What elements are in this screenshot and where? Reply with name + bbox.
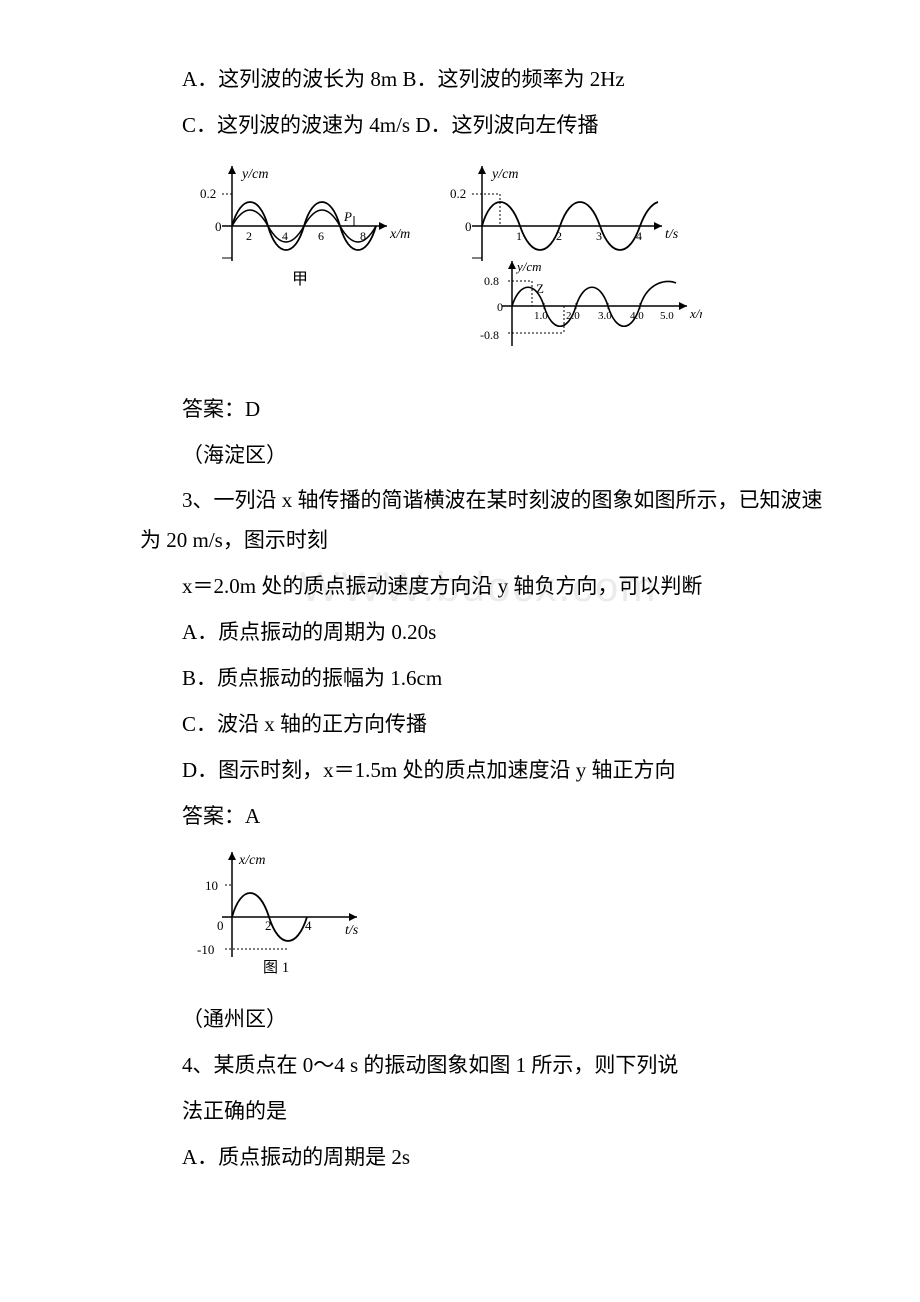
q3-stem2: x＝2.0m 处的质点振动速度方向沿 y 轴负方向，可以判断 [140,567,830,607]
q4-ylabel: x/cm [238,853,265,868]
chart-rb-zero: 0 [497,300,503,314]
q4-stem1: 4、某质点在 0～4 s 的振动图象如图 1 所示，则下列说 [140,1046,830,1086]
chart-left-x3: 6 [318,229,324,243]
q4-ypos: 10 [205,878,218,893]
chart-left-amp: 0.2 [200,186,216,201]
q4-zero: 0 [217,918,224,933]
chart-left-zero: 0 [215,219,222,234]
chart-rb-ylabel: y/cm [515,259,542,274]
q2-option-ab: A．这列波的波长为 8m B．这列波的频率为 2Hz [140,60,830,100]
q3-optd: D．图示时刻，x＝1.5m 处的质点加速度沿 y 轴正方向 [140,751,830,791]
q4-stem2: 法正确的是 [140,1092,830,1132]
chart-left-caption: 甲 [292,271,308,288]
q3-stem1: 3、一列沿 x 轴传播的简谐横波在某时刻波的图象如图所示，已知波速为 20 m/… [140,481,830,561]
q3-answer: 答案：A [140,797,830,837]
q3-optb: B．质点振动的振幅为 1.6cm [140,659,830,699]
chart-left-p: P [343,209,352,224]
q4-opta: A．质点振动的周期是 2s [140,1138,830,1178]
q2-option-cd: C．这列波的波速为 4m/s D．这列波向左传播 [140,106,830,146]
region-haidian: （海淀区） [140,436,830,476]
q4-xlabel: t/s [345,923,359,938]
chart-rt-xlabel: t/s [665,227,679,242]
chart-rb-z: Z [536,281,544,296]
q2-charts: y/cm x/m 0.2 0 2 4 6 8 P 甲 y/cm t/s 0.2 … [182,156,830,380]
chart-rb-ypos: 0.8 [484,274,499,288]
q4-caption: 图 1 [263,959,289,976]
q2-answer: 答案：D [140,390,830,430]
chart-rt-ylabel: y/cm [490,167,518,182]
q3-opta: A．质点振动的周期为 0.20s [140,613,830,653]
region-tongzhou: （通州区） [140,1000,830,1040]
chart-left-xlabel: x/m [389,227,410,242]
chart-rb-x5: 5.0 [660,310,674,322]
q4-chart: x/cm t/s 10 -10 0 2 4 图 1 [182,847,830,991]
q3-optc: C．波沿 x 轴的正方向传播 [140,705,830,745]
q4-yneg: -10 [197,942,214,957]
chart-left-x1: 2 [246,229,252,243]
chart-rb-xlabel: x/m [689,306,702,321]
chart-rb-x4: 4.0 [630,310,644,322]
chart-rb-yneg: -0.8 [480,328,499,342]
chart-left-ylabel: y/cm [240,167,268,182]
chart-rb-x2: 2.0 [566,310,580,322]
chart-rt-amp: 0.2 [450,186,466,201]
chart-rt-zero: 0 [465,219,472,234]
